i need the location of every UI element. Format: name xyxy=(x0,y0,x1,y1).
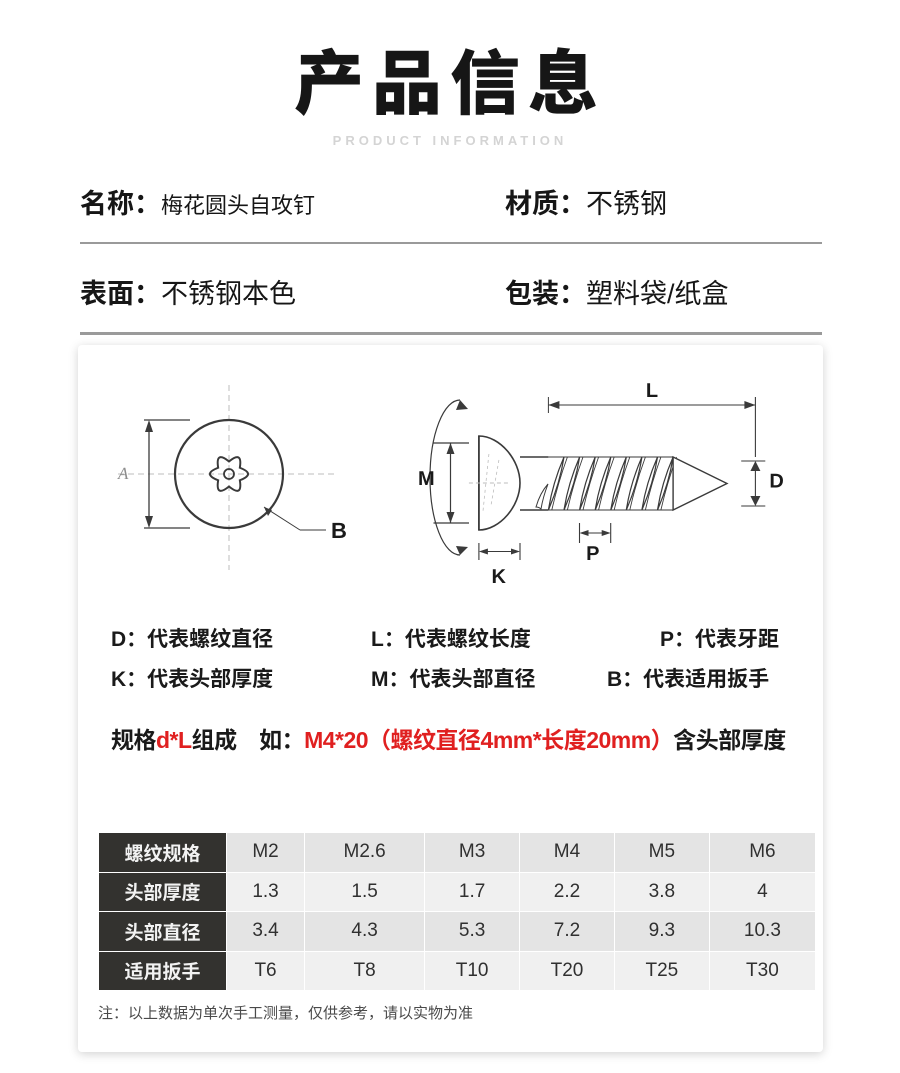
svg-text:K: K xyxy=(491,566,506,588)
svg-text:P: P xyxy=(586,543,599,565)
svg-text:D: D xyxy=(769,471,783,493)
svg-text:L: L xyxy=(646,380,658,402)
svg-text:B: B xyxy=(331,518,347,543)
svg-text:M: M xyxy=(418,468,435,490)
svg-text:A: A xyxy=(117,464,129,483)
